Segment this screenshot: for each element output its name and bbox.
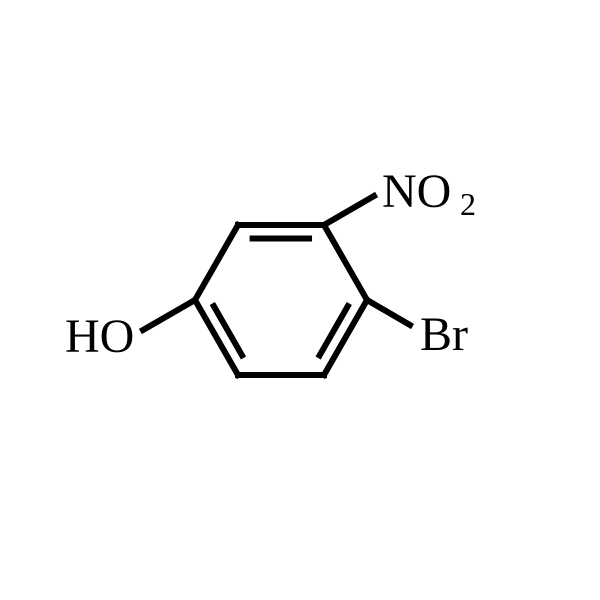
atom-label: HO <box>65 310 134 363</box>
bond-line <box>195 225 238 300</box>
chemical-structure-svg: HO NO2 Br <box>0 0 600 600</box>
atom-label: 2 <box>460 186 476 222</box>
bond-line <box>214 306 242 355</box>
atom-label: Br <box>420 308 468 361</box>
bond-line <box>324 225 367 300</box>
bond-line <box>367 300 410 325</box>
bond-line <box>324 196 374 225</box>
bond-line <box>320 306 348 355</box>
bond-line <box>143 300 195 330</box>
atom-label: NO <box>382 165 451 218</box>
